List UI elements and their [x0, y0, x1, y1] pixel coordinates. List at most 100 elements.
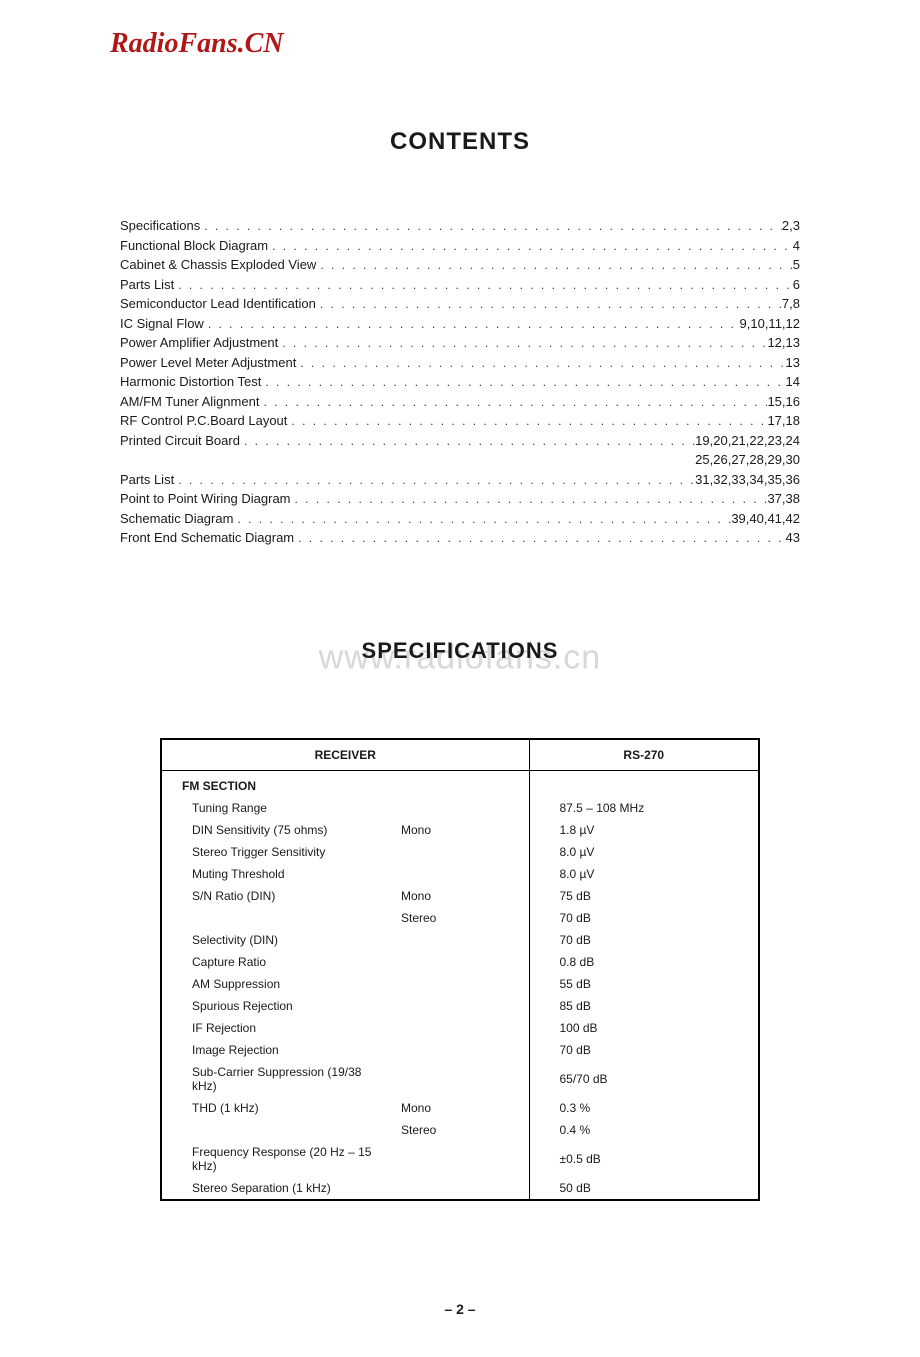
toc-page: 12,13: [767, 333, 800, 353]
toc-row: RF Control P.C.Board Layout 17,18: [120, 411, 800, 431]
param-cell: IF Rejection: [161, 1017, 391, 1039]
param-cell: Sub-Carrier Suppression (19/38 kHz): [161, 1061, 391, 1097]
toc-page: 17,18: [767, 411, 800, 431]
toc-page: 7,8: [782, 294, 800, 314]
toc-page: 43: [786, 528, 800, 548]
toc-leader-dots: [240, 432, 695, 450]
param-cell: AM Suppression: [161, 973, 391, 995]
sub-cell: [391, 929, 529, 951]
toc-leader-dots: [233, 510, 731, 528]
value-cell: 1.8 µV: [529, 819, 759, 841]
toc-row: Front End Schematic Diagram 43: [120, 528, 800, 548]
table-row: Frequency Response (20 Hz – 15 kHz)±0.5 …: [161, 1141, 759, 1177]
param-cell: Stereo Separation (1 kHz): [161, 1177, 391, 1200]
toc-leader-dots: [316, 256, 792, 274]
sub-cell: [391, 951, 529, 973]
toc-leader-dots: [296, 354, 785, 372]
toc-page: 31,32,33,34,35,36: [695, 470, 800, 490]
toc-row: Power Amplifier Adjustment 12,13: [120, 333, 800, 353]
value-cell: 70 dB: [529, 929, 759, 951]
toc-page: 19,20,21,22,23,24: [695, 431, 800, 451]
param-cell: Capture Ratio: [161, 951, 391, 973]
toc-label: Functional Block Diagram: [120, 236, 268, 256]
toc-label: AM/FM Tuner Alignment: [120, 392, 259, 412]
value-cell: 100 dB: [529, 1017, 759, 1039]
toc-row: Specifications 2,3: [120, 216, 800, 236]
toc-leader-dots: [174, 471, 695, 489]
table-row: Capture Ratio 0.8 dB: [161, 951, 759, 973]
value-cell: 65/70 dB: [529, 1061, 759, 1097]
value-cell: 0.8 dB: [529, 951, 759, 973]
toc-label: Front End Schematic Diagram: [120, 528, 294, 548]
value-cell: 75 dB: [529, 885, 759, 907]
toc-page: 39,40,41,42: [731, 509, 800, 529]
param-cell: Stereo Trigger Sensitivity: [161, 841, 391, 863]
toc-label: Specifications: [120, 216, 200, 236]
toc-page: 25,26,27,28,29,30: [695, 452, 800, 467]
toc-row: 25,26,27,28,29,30: [120, 450, 800, 470]
section-label: FM SECTION: [161, 770, 529, 797]
table-row: IF Rejection 100 dB: [161, 1017, 759, 1039]
param-cell: [161, 907, 391, 929]
toc-label: Power Level Meter Adjustment: [120, 353, 296, 373]
sub-cell: [391, 863, 529, 885]
toc-row: Semiconductor Lead Identification7,8: [120, 294, 800, 314]
toc-leader-dots: [287, 412, 767, 430]
toc-page: 2,3: [782, 216, 800, 236]
value-cell: 50 dB: [529, 1177, 759, 1200]
sub-cell: [391, 1177, 529, 1200]
toc-row: Printed Circuit Board 19,20,21,22,23,24: [120, 431, 800, 451]
toc-label: RF Control P.C.Board Layout: [120, 411, 287, 431]
param-cell: THD (1 kHz): [161, 1097, 391, 1119]
table-row: THD (1 kHz)Mono0.3 %: [161, 1097, 759, 1119]
param-cell: DIN Sensitivity (75 ohms): [161, 819, 391, 841]
sub-cell: [391, 973, 529, 995]
toc-label: Parts List: [120, 470, 174, 490]
table-section-row: FM SECTION: [161, 770, 759, 797]
toc-row: IC Signal Flow9,10,11,12: [120, 314, 800, 334]
toc-row: Schematic Diagram 39,40,41,42: [120, 509, 800, 529]
header-model: RS-270: [529, 739, 759, 771]
toc-label: IC Signal Flow: [120, 314, 204, 334]
sub-cell: [391, 841, 529, 863]
toc-leader-dots: [316, 295, 782, 313]
table-row: Stereo70 dB: [161, 907, 759, 929]
param-cell: Frequency Response (20 Hz – 15 kHz): [161, 1141, 391, 1177]
value-cell: 87.5 – 108 MHz: [529, 797, 759, 819]
toc-leader-dots: [259, 393, 767, 411]
page-number: – 2 –: [60, 1301, 860, 1317]
toc-leader-dots: [200, 217, 782, 235]
param-cell: Tuning Range: [161, 797, 391, 819]
table-row: Selectivity (DIN)70 dB: [161, 929, 759, 951]
toc-label: Power Amplifier Adjustment: [120, 333, 278, 353]
sub-cell: [391, 1141, 529, 1177]
table-header-row: RECEIVER RS-270: [161, 739, 759, 771]
value-cell: 55 dB: [529, 973, 759, 995]
value-cell: 8.0 µV: [529, 841, 759, 863]
sub-cell: Mono: [391, 819, 529, 841]
table-row: S/N Ratio (DIN)Mono75 dB: [161, 885, 759, 907]
value-cell: 70 dB: [529, 1039, 759, 1061]
toc-leader-dots: [278, 334, 767, 352]
value-cell: 0.4 %: [529, 1119, 759, 1141]
brand-header: RadioFans.CN: [110, 28, 860, 60]
toc-label: Schematic Diagram: [120, 509, 233, 529]
table-of-contents: Specifications2,3Functional Block Diagra…: [120, 216, 800, 548]
table-row: Stereo Separation (1 kHz) 50 dB: [161, 1177, 759, 1200]
toc-page: 4: [793, 236, 800, 256]
toc-leader-dots: [268, 237, 793, 255]
toc-row: Harmonic Distortion Test14: [120, 372, 800, 392]
toc-row: AM/FM Tuner Alignment15,16: [120, 392, 800, 412]
toc-page: 13: [786, 353, 800, 373]
param-cell: S/N Ratio (DIN): [161, 885, 391, 907]
toc-row: Functional Block Diagram 4: [120, 236, 800, 256]
spec-table: RECEIVER RS-270 FM SECTIONTuning Range 87…: [160, 738, 760, 1201]
table-cell: [529, 770, 759, 797]
value-cell: 0.3 %: [529, 1097, 759, 1119]
toc-page: 37,38: [767, 489, 800, 509]
table-row: Tuning Range 87.5 – 108 MHz: [161, 797, 759, 819]
toc-label: Printed Circuit Board: [120, 431, 240, 451]
toc-leader-dots: [261, 373, 785, 391]
toc-page: 5: [793, 255, 800, 275]
sub-cell: [391, 1017, 529, 1039]
